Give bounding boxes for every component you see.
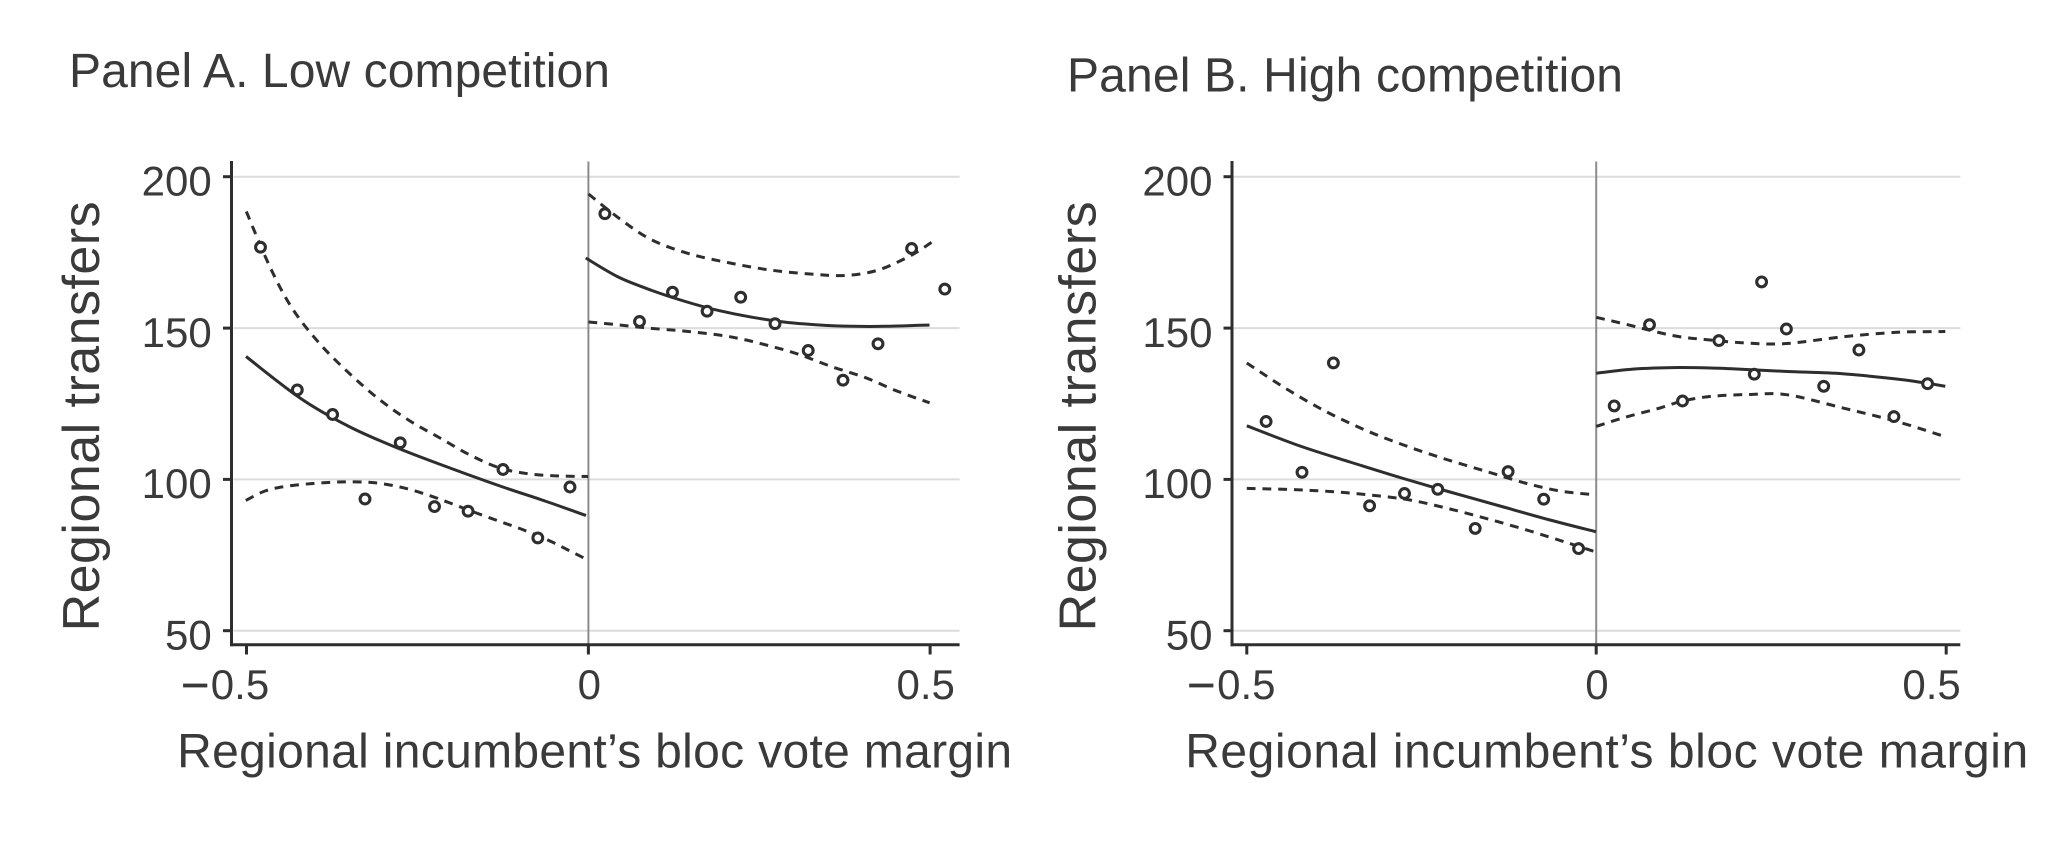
svg-text:50: 50 — [1166, 611, 1213, 658]
svg-text:Panel B. High competition: Panel B. High competition — [1067, 50, 1623, 103]
svg-text:Regional transfers: Regional transfers — [1050, 201, 1108, 631]
svg-text:0: 0 — [578, 661, 601, 708]
svg-text:150: 150 — [1142, 309, 1212, 356]
svg-text:200: 200 — [142, 157, 212, 204]
svg-text:100: 100 — [1142, 460, 1212, 507]
svg-text:Regional incumbent’s bloc vote: Regional incumbent’s bloc vote margin — [177, 726, 1012, 779]
svg-text:Regional incumbent’s bloc vote: Regional incumbent’s bloc vote margin — [1185, 726, 2028, 779]
svg-text:200: 200 — [1142, 157, 1212, 204]
svg-text:0.5: 0.5 — [1902, 661, 1960, 708]
svg-text:50: 50 — [165, 611, 212, 658]
svg-text:0.5: 0.5 — [897, 661, 955, 708]
svg-text:0.5: 0.5 — [1217, 661, 1275, 708]
svg-text:0: 0 — [1585, 661, 1608, 708]
svg-text:Panel A. Low competition: Panel A. Low competition — [69, 45, 610, 98]
svg-text:Regional transfers: Regional transfers — [53, 201, 111, 631]
svg-text:150: 150 — [142, 309, 212, 356]
svg-text:100: 100 — [142, 460, 212, 507]
svg-text:0.5: 0.5 — [211, 661, 269, 708]
